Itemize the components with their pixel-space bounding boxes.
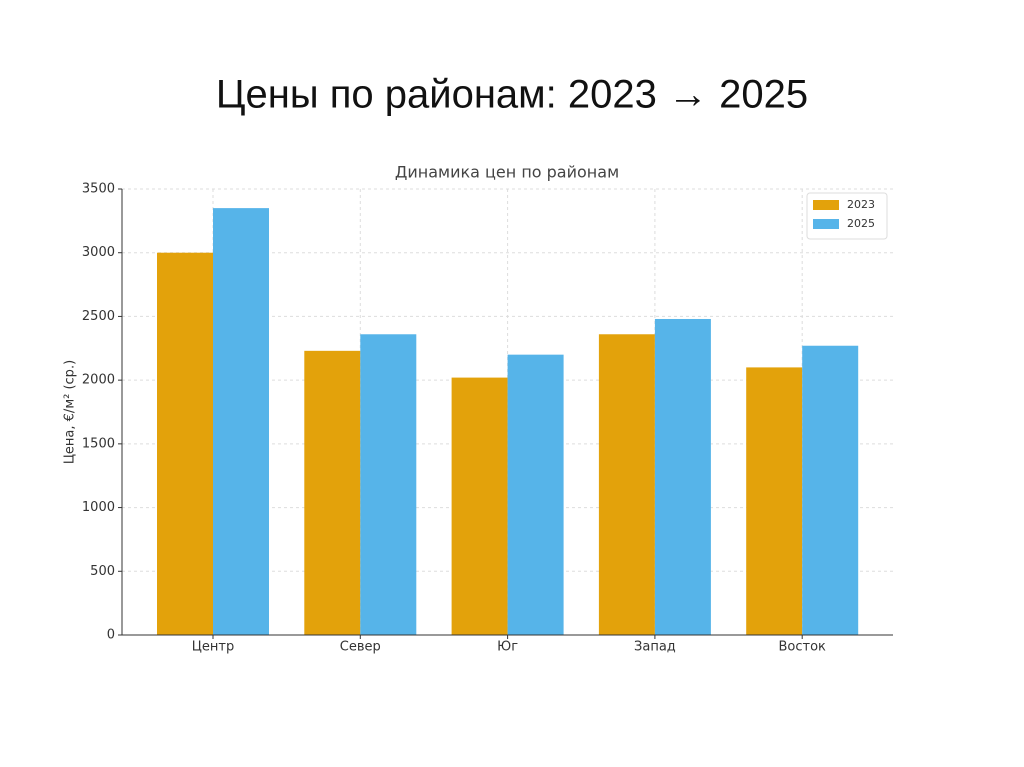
y-tick-label: 2500 <box>82 309 115 324</box>
bar <box>360 334 417 635</box>
bar <box>304 350 361 635</box>
bar <box>507 354 564 635</box>
bar <box>451 377 508 635</box>
bar <box>157 252 213 635</box>
legend-label: 2025 <box>847 217 875 230</box>
x-tick-label: Север <box>340 640 381 655</box>
legend-swatch <box>813 200 839 210</box>
bar <box>213 208 269 635</box>
y-tick-label: 3500 <box>82 182 115 197</box>
y-axis-label: Цена, €/м² (ср.) <box>63 360 78 464</box>
x-tick-label: Юг <box>497 640 518 655</box>
bar <box>802 345 859 635</box>
y-tick-label: 0 <box>107 628 115 643</box>
y-tick-label: 500 <box>90 564 115 579</box>
bar <box>598 334 655 635</box>
y-tick-label: 2000 <box>82 373 115 388</box>
slide-title: Цены по районам: 2023 → 2025 <box>216 73 808 117</box>
x-tick-label: Центр <box>192 640 234 655</box>
x-tick-label: Запад <box>634 640 676 655</box>
y-tick-label: 1500 <box>82 436 115 451</box>
y-tick-label: 1000 <box>82 500 115 515</box>
bar <box>654 318 711 635</box>
legend-swatch <box>813 219 839 229</box>
bar <box>746 367 803 635</box>
y-tick-label: 3000 <box>82 245 115 260</box>
chart-title: Динамика цен по районам <box>395 163 619 182</box>
legend-label: 2023 <box>847 198 875 211</box>
x-tick-label: Восток <box>778 640 826 655</box>
